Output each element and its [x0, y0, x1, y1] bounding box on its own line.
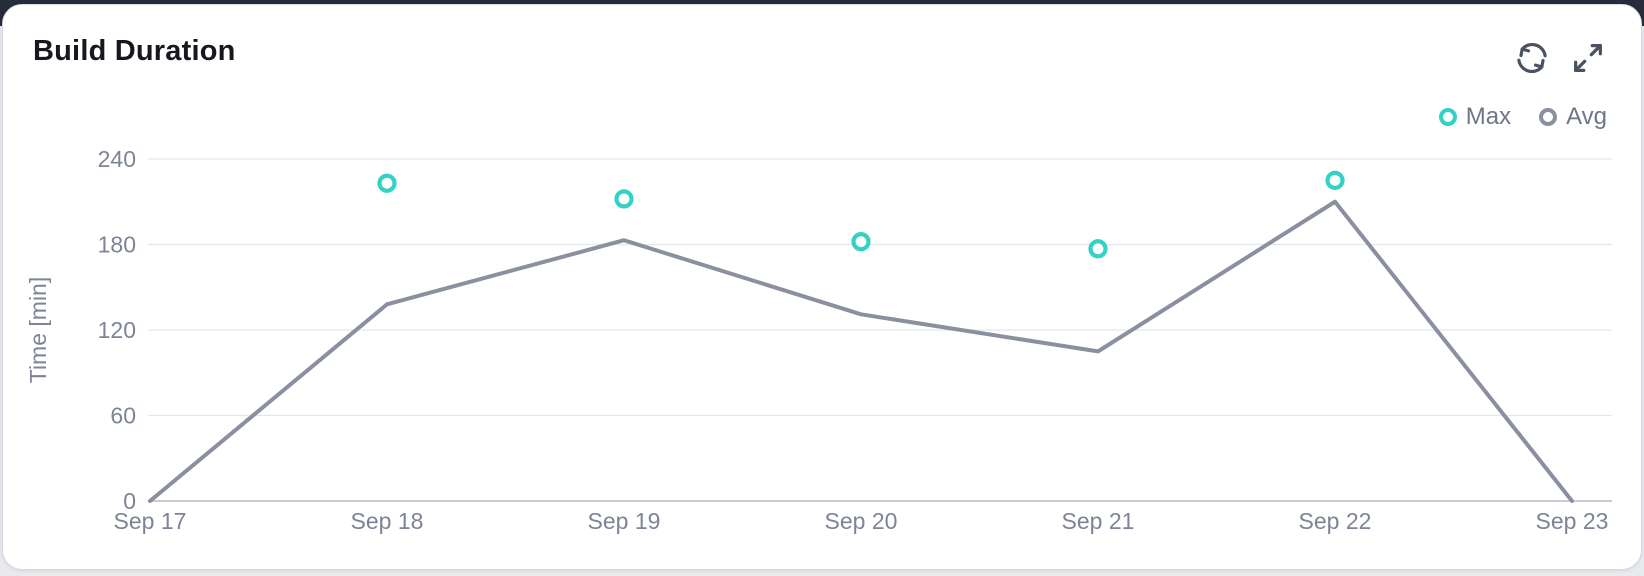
x-tick-label: Sep 18 — [351, 508, 424, 534]
max-data-point[interactable] — [614, 189, 634, 209]
chart-toolbar — [1509, 35, 1611, 81]
y-axis-title: Time [min] — [25, 277, 51, 384]
chart-legend: Max Avg — [1438, 103, 1607, 131]
max-data-point[interactable] — [1325, 170, 1345, 190]
x-tick-label: Sep 19 — [588, 508, 661, 534]
avg-series-marker-icon — [1539, 108, 1558, 126]
x-tick-label: Sep 22 — [1299, 508, 1372, 534]
x-tick-label: Sep 20 — [825, 508, 898, 534]
expand-icon — [1569, 39, 1607, 77]
refresh-icon — [1511, 37, 1553, 79]
page-title: Build Duration — [33, 35, 236, 67]
y-tick-label: 180 — [98, 232, 136, 258]
x-tick-label: Sep 23 — [1536, 508, 1609, 534]
y-tick-label: 60 — [110, 403, 136, 429]
refresh-button[interactable] — [1509, 35, 1555, 81]
x-tick-label: Sep 17 — [114, 508, 187, 534]
max-data-point[interactable] — [851, 232, 871, 252]
legend-item-max[interactable]: Max — [1438, 103, 1512, 131]
build-duration-card: Build Duration — [2, 4, 1642, 570]
legend-label-max: Max — [1465, 103, 1512, 130]
avg-series-line[interactable] — [148, 199, 1574, 503]
legend-label-avg: Avg — [1566, 103, 1607, 130]
legend-item-avg[interactable]: Avg — [1539, 103, 1607, 131]
max-data-point[interactable] — [377, 173, 397, 193]
y-tick-label: 240 — [98, 146, 136, 172]
x-tick-label: Sep 21 — [1062, 508, 1135, 534]
y-tick-label: 0 — [123, 488, 136, 514]
max-data-point[interactable] — [1088, 239, 1108, 259]
max-series-marker-icon — [1438, 108, 1457, 126]
y-tick-label: 120 — [98, 317, 136, 343]
expand-button[interactable] — [1565, 35, 1611, 81]
